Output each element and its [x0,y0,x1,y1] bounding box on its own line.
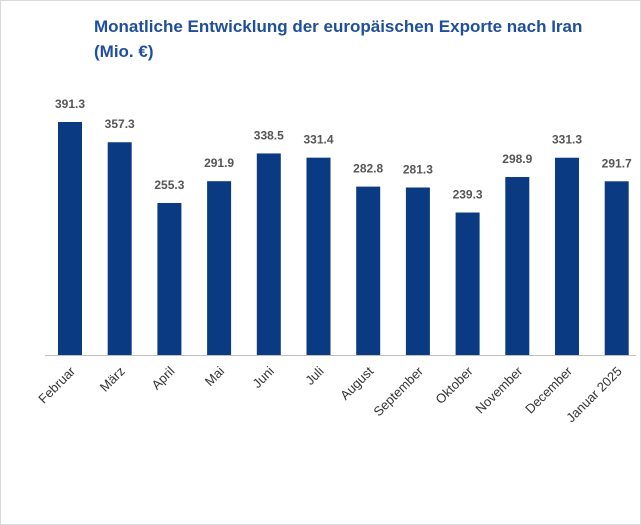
value-label: 282.8 [353,162,383,176]
chart-title: Monatliche Entwicklung der europäischen … [94,17,583,61]
x-tick-label: November [472,363,525,416]
value-label: 281.3 [403,162,433,176]
bar [107,142,132,355]
x-tick-label: Juli [302,363,326,387]
bar [58,122,82,355]
value-label: 255.3 [154,178,184,192]
value-label: 357.3 [105,117,135,131]
x-tick-label: Juni [249,363,277,391]
bar [604,181,629,355]
bar [256,153,281,355]
bar [505,177,530,355]
value-label: 331.3 [552,133,582,147]
x-tick-label: September [370,363,426,419]
x-tick-label: April [149,363,178,392]
value-label: 291.9 [204,156,234,170]
bar [356,186,381,355]
bar [207,181,232,355]
x-tick-label: Oktober [432,363,476,407]
value-label: 391.3 [55,97,85,111]
x-tick-label: Mai [202,363,227,388]
value-label: 338.5 [254,128,284,142]
x-tick-label: Februar [35,363,78,406]
bar [157,202,182,355]
bar [405,187,430,355]
value-label: 291.7 [602,156,632,170]
value-label: 298.9 [502,152,532,166]
bar [306,157,331,355]
value-label: 239.3 [453,188,483,202]
x-tick-label: August [337,363,376,402]
x-tick-label: December [522,363,575,416]
bar [555,157,579,355]
x-tick-label: März [97,364,128,395]
bar [455,212,480,355]
value-label: 331.4 [303,133,333,147]
